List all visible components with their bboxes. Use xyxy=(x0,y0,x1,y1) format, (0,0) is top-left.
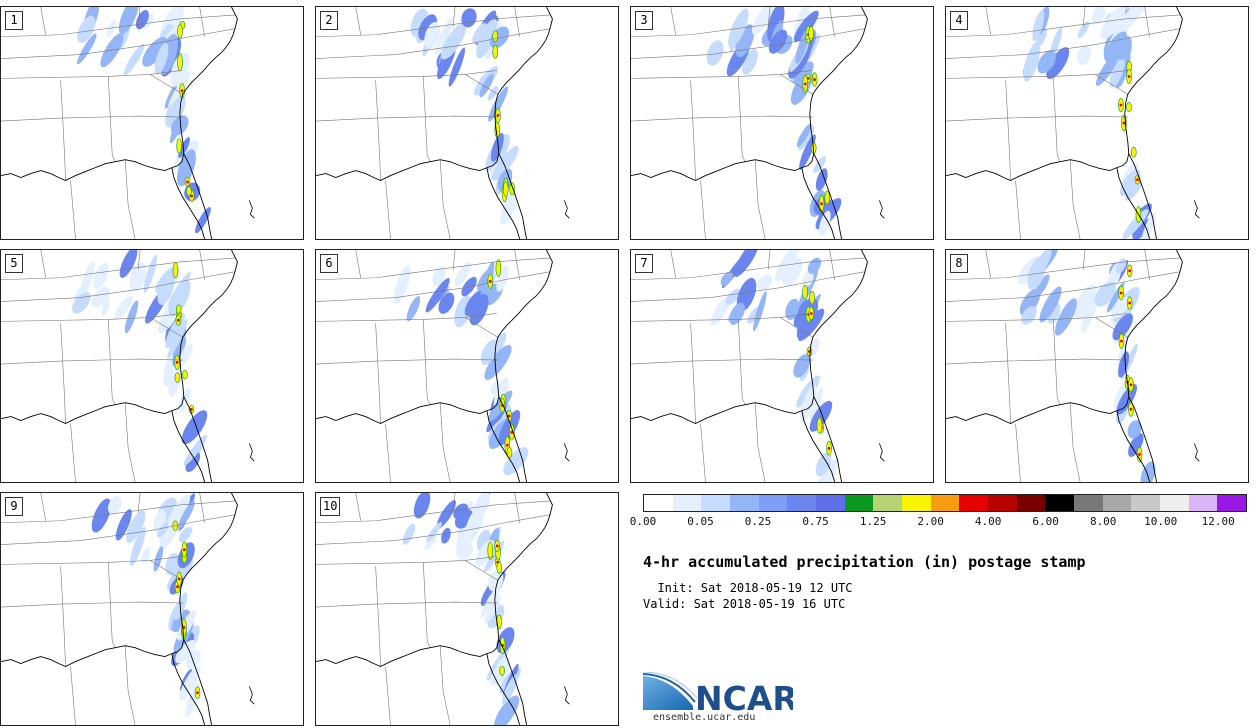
colorbar-tick-label: 8.00 xyxy=(1089,515,1117,528)
colorbar-swatch xyxy=(873,495,903,511)
precip-map xyxy=(316,7,570,239)
init-time: Init: Sat 2018-05-19 12 UTC xyxy=(643,581,853,595)
ensemble-member-panel: 10 xyxy=(315,492,619,726)
ensemble-member-panel: 8 xyxy=(945,249,1249,483)
colorbar-swatch xyxy=(844,495,874,511)
member-number: 9 xyxy=(5,497,23,516)
colorbar-swatch xyxy=(1217,495,1247,511)
member-number: 3 xyxy=(635,11,653,30)
colorbar-swatch xyxy=(1131,495,1161,511)
logo-url: ensemble.ucar.edu xyxy=(653,712,756,723)
colorbar-tick-label: 10.00 xyxy=(1144,515,1178,528)
member-number: 8 xyxy=(950,254,968,273)
valid-time: Valid: Sat 2018-05-19 16 UTC xyxy=(643,597,846,611)
member-number: 1 xyxy=(5,11,23,30)
colorbar-tick-label: 4.00 xyxy=(974,515,1002,528)
colorbar-swatch xyxy=(1045,495,1075,511)
ensemble-member-panel: 7 xyxy=(630,249,934,483)
precip-map xyxy=(631,7,885,239)
colorbar-swatch xyxy=(1160,495,1189,511)
precip-map xyxy=(1,7,255,239)
colorbar-swatch xyxy=(930,495,960,511)
colorbar-swatch xyxy=(816,495,845,511)
ensemble-member-panel: 4 xyxy=(945,6,1249,240)
precip-map xyxy=(946,7,1200,239)
precip-map xyxy=(1,493,255,725)
colorbar-swatch xyxy=(1102,495,1132,511)
member-number: 7 xyxy=(635,254,653,273)
colorbar-tick-label: 0.25 xyxy=(744,515,772,528)
ncar-logo-text: NCAR xyxy=(695,679,793,714)
precip-map xyxy=(316,493,570,725)
member-number: 2 xyxy=(320,11,338,30)
ensemble-member-panel: 9 xyxy=(0,492,304,726)
colorbar-tick-label: 12.00 xyxy=(1201,515,1235,528)
colorbar-swatch xyxy=(672,495,702,511)
colorbar-swatch xyxy=(1016,495,1046,511)
precip-map xyxy=(316,250,570,482)
colorbar-swatch xyxy=(701,495,731,511)
colorbar-tick-label: 6.00 xyxy=(1032,515,1059,528)
ncar-logo-icon: NCAR xyxy=(643,672,793,714)
colorbar-tick-label: 1.25 xyxy=(859,515,887,528)
colorbar-swatch xyxy=(988,495,1017,511)
member-number: 4 xyxy=(950,11,968,30)
colorbar-swatch xyxy=(1074,495,1103,511)
colorbar-tick-label: 2.00 xyxy=(917,515,944,528)
colorbar-swatch xyxy=(1188,495,1218,511)
colorbar-swatch xyxy=(787,495,817,511)
colorbar-swatch xyxy=(959,495,989,511)
member-number: 6 xyxy=(320,254,338,273)
figure-title: 4-hr accumulated precipitation (in) post… xyxy=(643,553,1086,571)
member-number: 5 xyxy=(5,254,23,273)
ensemble-member-panel: 5 xyxy=(0,249,304,483)
colorbar-swatch xyxy=(644,495,673,511)
precip-map xyxy=(631,250,885,482)
colorbar-swatch xyxy=(902,495,931,511)
ensemble-member-panel: 1 xyxy=(0,6,304,240)
colorbar-swatch xyxy=(758,495,788,511)
ensemble-member-panel: 2 xyxy=(315,6,619,240)
colorbar-swatch xyxy=(730,495,759,511)
precip-map xyxy=(1,250,255,482)
ensemble-member-panel: 3 xyxy=(630,6,934,240)
colorbar-tick-label: 0.05 xyxy=(687,515,714,528)
colorbar-tick-label: 0.00 xyxy=(629,515,657,528)
colorbar-tick-label: 0.75 xyxy=(802,515,829,528)
member-number: 10 xyxy=(320,497,341,516)
precip-map xyxy=(946,250,1200,482)
ensemble-member-panel: 6 xyxy=(315,249,619,483)
precip-colorbar xyxy=(643,494,1247,512)
